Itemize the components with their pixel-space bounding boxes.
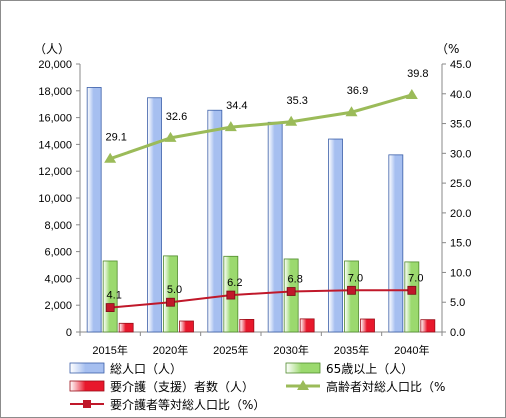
care-ratio-data-label: 4.1: [107, 290, 122, 302]
left-axis-tick-label: 4,000: [44, 273, 72, 285]
bar-care-recipients: [239, 319, 255, 333]
care-ratio-marker: [407, 285, 417, 295]
bar-total-population: [207, 109, 223, 333]
legend-label: 要介護者等対総人口比（%）: [110, 397, 265, 412]
left-axis-tick-label: 2,000: [44, 300, 72, 312]
right-axis-tick-label: 5.0: [450, 297, 465, 309]
care-ratio-line: [110, 289, 412, 309]
bar-care-recipients: [420, 319, 436, 333]
legend-label: 総人口（人）: [110, 362, 182, 376]
elderly-ratio-marker: [345, 106, 358, 117]
bar-age-65-plus: [102, 260, 118, 333]
right-axis-tick-label: 20.0: [450, 208, 471, 220]
left-axis-tick-label: 20,000: [38, 59, 72, 71]
left-axis-tick-label: 0: [66, 327, 72, 339]
elderly-ratio-data-label: 36.9: [347, 85, 368, 97]
left-axis-tick-label: 10,000: [38, 193, 72, 205]
care-ratio-data-label: 7.0: [348, 272, 363, 284]
elderly-ratio-data-label: 35.3: [286, 95, 307, 107]
elderly-ratio-line: [109, 93, 413, 161]
bar-total-population: [388, 154, 404, 333]
legend-label: 高齢者対総人口比（%: [326, 379, 445, 394]
care-ratio-marker: [226, 290, 236, 300]
bar-care-recipients: [360, 318, 375, 333]
elderly-ratio-data-label: 34.4: [226, 100, 247, 112]
left-axis-tick-label: 6,000: [44, 247, 72, 259]
care-ratio-data-label: 5.0: [167, 284, 182, 296]
right-axis-tick-label: 0.0: [450, 327, 465, 339]
x-axis-tick-label: 2020年: [153, 343, 188, 357]
left-axis-unit-label: （人）: [34, 42, 70, 56]
x-axis-tick-label: 2030年: [273, 343, 308, 357]
x-axis-tick-label: 2015年: [92, 343, 127, 357]
x-axis-tick-label: 2040年: [394, 343, 429, 357]
bar-total-population: [328, 138, 343, 333]
left-axis-tick-label: 16,000: [38, 113, 72, 125]
care-ratio-data-label: 6.2: [227, 277, 242, 289]
right-axis-tick-label: 40.0: [450, 89, 471, 101]
elderly-ratio-marker: [285, 115, 298, 126]
right-axis-tick-label: 15.0: [450, 238, 471, 250]
elderly-ratio-data-label: 29.1: [105, 132, 126, 144]
right-axis-tick-label: 10.0: [450, 267, 471, 279]
legend-label: 65歳以上（人）: [326, 362, 413, 376]
legend-label: 要介護（支援）者数（人）: [110, 379, 254, 394]
elderly-ratio-marker: [224, 121, 237, 132]
elderly-ratio-marker: [405, 88, 418, 99]
right-axis-tick-label: 45.0: [450, 59, 471, 71]
bar-care-recipients: [299, 318, 315, 333]
bar-age-65-plus: [344, 260, 359, 333]
right-axis-tick-label: 35.0: [450, 119, 471, 131]
legend-swatch: [285, 362, 321, 374]
right-axis-tick-label: 30.0: [450, 148, 471, 160]
bar-age-65-plus: [163, 255, 178, 333]
plot-area: 0 2,000 4,000 6,000 8,000 10,000 12,000 14,000 1…: [38, 59, 471, 357]
legend-swatch: [69, 362, 105, 374]
legend-marker: [297, 380, 309, 390]
care-ratio-data-label: 7.0: [408, 272, 423, 284]
left-axis-tick-label: 8,000: [44, 220, 72, 232]
right-axis-tick-label: 25.0: [450, 178, 471, 190]
x-axis-tick-label: 2025年: [213, 343, 248, 357]
care-ratio-marker: [105, 303, 115, 312]
bar-age-65-plus: [404, 261, 420, 333]
bar-total-population: [267, 121, 283, 333]
care-ratio-marker: [166, 297, 175, 307]
bar-total-population: [86, 87, 102, 333]
elderly-ratio-marker: [164, 131, 177, 142]
left-axis-tick-label: 14,000: [38, 139, 72, 151]
legend: 総人口（人） 65歳以上（人） 要介護（支援）者数（人） 高齢者対総人口比（% 要介護者…: [69, 362, 445, 412]
legend-swatch: [69, 380, 105, 392]
elderly-ratio-data-label: 32.6: [166, 111, 187, 123]
right-axis-unit-label: （%: [436, 42, 459, 56]
bar-care-recipients: [179, 320, 194, 333]
care-ratio-data-label: 6.8: [288, 274, 303, 286]
left-axis-tick-label: 18,000: [38, 86, 72, 98]
care-ratio-marker: [347, 285, 356, 295]
bar-care-recipients: [118, 322, 134, 333]
legend-marker: [83, 400, 91, 408]
bar-total-population: [147, 97, 162, 333]
x-axis-tick-label: 2035年: [334, 343, 369, 357]
elderly-ratio-data-label: 39.8: [407, 68, 428, 80]
care-ratio-marker: [286, 287, 296, 296]
left-axis-tick-label: 12,000: [38, 166, 72, 178]
elderly-ratio-marker: [104, 152, 117, 163]
